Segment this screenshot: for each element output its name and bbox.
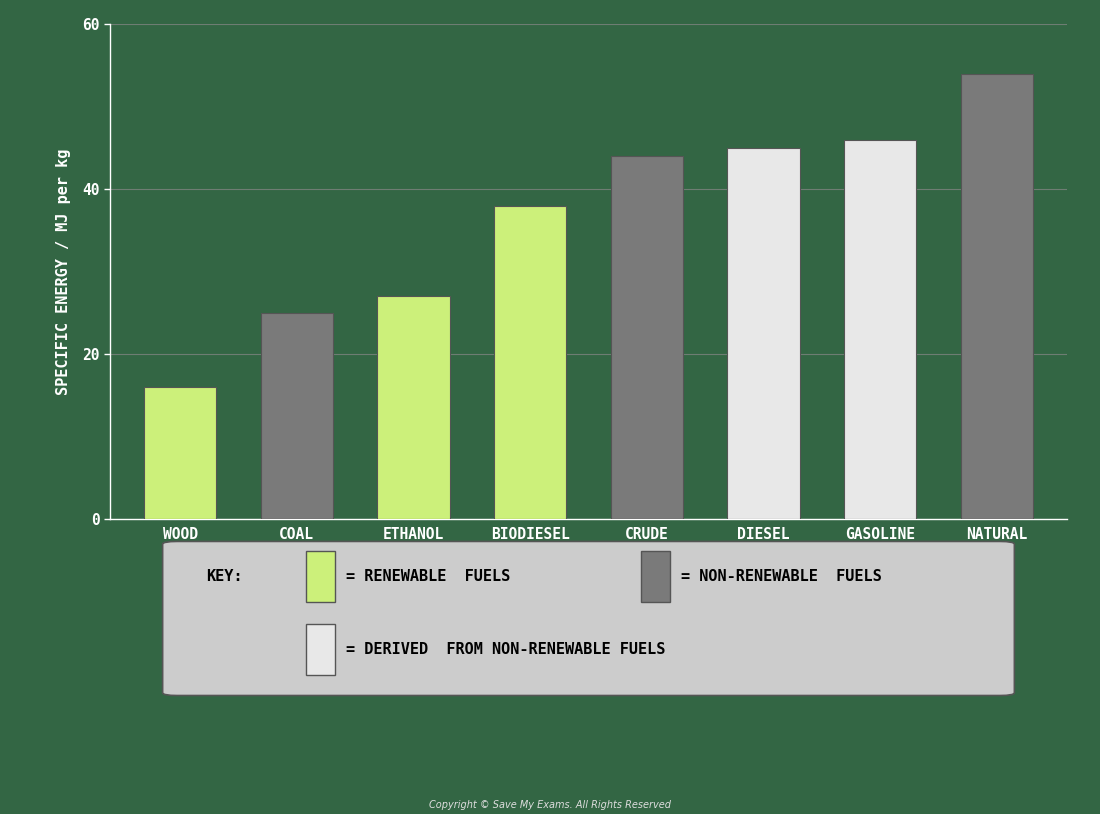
- Text: = DERIVED  FROM NON-RENEWABLE FUELS: = DERIVED FROM NON-RENEWABLE FUELS: [346, 641, 666, 657]
- Bar: [306, 624, 334, 675]
- Text: = RENEWABLE  FUELS: = RENEWABLE FUELS: [346, 569, 510, 584]
- Text: = NON-RENEWABLE  FUELS: = NON-RENEWABLE FUELS: [681, 569, 882, 584]
- Text: Copyright © Save My Exams. All Rights Reserved: Copyright © Save My Exams. All Rights Re…: [429, 800, 671, 810]
- Bar: [261, 313, 333, 519]
- Bar: [727, 148, 800, 519]
- FancyBboxPatch shape: [163, 541, 1014, 695]
- Bar: [610, 156, 683, 519]
- Bar: [144, 387, 217, 519]
- Bar: [641, 551, 670, 602]
- Bar: [377, 296, 450, 519]
- Y-axis label: SPECIFIC ENERGY / MJ per kg: SPECIFIC ENERGY / MJ per kg: [56, 148, 72, 395]
- Bar: [960, 74, 1033, 519]
- Text: KEY:: KEY:: [206, 569, 242, 584]
- Bar: [844, 140, 916, 519]
- Bar: [306, 551, 334, 602]
- Bar: [494, 206, 566, 519]
